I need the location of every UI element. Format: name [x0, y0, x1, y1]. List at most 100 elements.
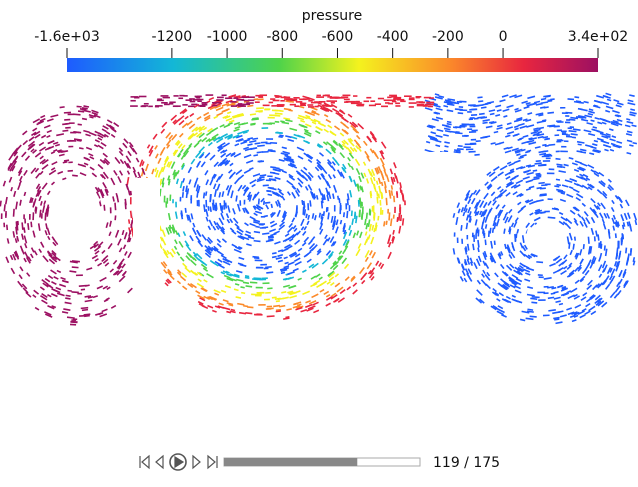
vector-glyph: [24, 227, 25, 232]
vector-glyph: [468, 207, 470, 213]
vector-glyph: [497, 219, 499, 226]
vector-glyph: [387, 175, 389, 182]
play-button[interactable]: [170, 454, 186, 470]
vector-glyph: [85, 296, 91, 297]
previous-frame-button[interactable]: [156, 456, 163, 468]
vector-glyph: [236, 195, 237, 201]
vector-glyph: [239, 258, 245, 260]
vector-glyph: [367, 178, 369, 183]
vector-glyph: [450, 102, 456, 103]
vector-glyph: [482, 122, 487, 123]
vector-glyph: [390, 191, 391, 199]
vector-glyph: [219, 252, 224, 255]
vector-glyph: [9, 154, 13, 160]
vector-glyph: [506, 193, 510, 196]
vector-glyph: [15, 238, 16, 242]
vector-glyph: [176, 231, 178, 235]
vector-glyph: [500, 100, 506, 102]
vector-glyph: [175, 246, 177, 249]
vector-glyph: [628, 100, 634, 101]
vector-glyph: [49, 200, 52, 207]
vector-glyph: [503, 216, 505, 221]
vector-glyph: [390, 169, 392, 174]
vector-glyph: [515, 290, 521, 293]
vector-glyph: [559, 221, 564, 224]
vector-glyph: [264, 216, 268, 217]
vector-glyph: [573, 129, 581, 130]
vector-glyph: [558, 228, 562, 232]
vector-glyph: [619, 251, 620, 258]
vector-glyph: [97, 286, 103, 289]
vector-glyph: [328, 125, 332, 128]
vector-glyph: [628, 253, 629, 260]
vector-glyph: [20, 200, 21, 206]
vector-glyph: [219, 192, 220, 197]
vector-glyph: [221, 213, 224, 219]
vector-glyph: [598, 203, 601, 206]
vector-glyph: [179, 241, 183, 247]
vector-glyph: [379, 178, 381, 184]
vector-glyph: [514, 300, 520, 302]
vector-glyph: [214, 293, 218, 295]
vector-glyph: [534, 217, 540, 220]
vector-glyph: [439, 96, 444, 97]
vector-glyph: [564, 255, 567, 259]
vector-glyph: [627, 153, 632, 154]
vector-glyph: [55, 196, 60, 201]
vector-glyph: [80, 232, 85, 234]
vector-glyph: [312, 213, 313, 218]
vector-glyph: [325, 235, 327, 239]
vector-glyph: [425, 108, 432, 110]
vector-glyph: [477, 228, 478, 234]
vector-glyph: [319, 153, 323, 156]
vector-glyph: [82, 108, 88, 109]
vector-glyph: [536, 262, 543, 263]
vector-glyph: [43, 205, 45, 213]
vector-glyph: [71, 242, 76, 243]
vector-glyph: [288, 192, 291, 196]
vector-glyph: [25, 156, 29, 161]
vector-glyph: [183, 286, 187, 289]
vector-glyph: [269, 229, 275, 231]
vector-glyph: [108, 243, 112, 248]
vector-glyph: [456, 152, 461, 153]
vector-glyph: [431, 132, 436, 133]
vector-glyph: [142, 161, 144, 165]
first-frame-button[interactable]: [140, 456, 149, 468]
vector-glyph: [577, 151, 582, 152]
vector-glyph: [22, 234, 23, 240]
vector-glyph: [114, 170, 117, 175]
vector-glyph: [204, 192, 205, 198]
vector-glyph: [304, 129, 308, 131]
vector-glyph: [118, 239, 121, 246]
vector-glyph: [98, 145, 103, 148]
vector-glyph: [382, 155, 384, 160]
vector-glyph: [365, 250, 369, 257]
vector-glyph: [532, 297, 540, 298]
vector-glyph: [360, 186, 361, 191]
vector-glyph: [243, 282, 249, 283]
vector-glyph: [11, 187, 12, 191]
vector-glyph: [177, 281, 180, 284]
vector-glyph: [610, 139, 616, 141]
vector-glyph: [591, 217, 594, 223]
vector-glyph: [18, 184, 20, 190]
vector-glyph: [228, 190, 230, 195]
vector-glyph: [240, 287, 244, 288]
next-frame-button[interactable]: [193, 456, 200, 468]
vector-glyph: [110, 269, 113, 272]
vector-glyph: [591, 199, 595, 203]
vector-glyph: [43, 256, 48, 262]
vector-glyph: [586, 304, 591, 307]
vector-glyph: [606, 284, 610, 289]
vector-glyph: [180, 257, 184, 261]
vector-glyph: [272, 253, 276, 254]
vector-glyph: [523, 177, 530, 179]
vector-glyph: [561, 193, 565, 194]
vector-glyph: [251, 148, 256, 149]
vector-glyph: [238, 185, 242, 191]
vector-glyph: [498, 306, 503, 309]
vector-glyph: [386, 198, 387, 205]
vector-glyph: [560, 166, 565, 167]
last-frame-button[interactable]: [208, 456, 217, 468]
